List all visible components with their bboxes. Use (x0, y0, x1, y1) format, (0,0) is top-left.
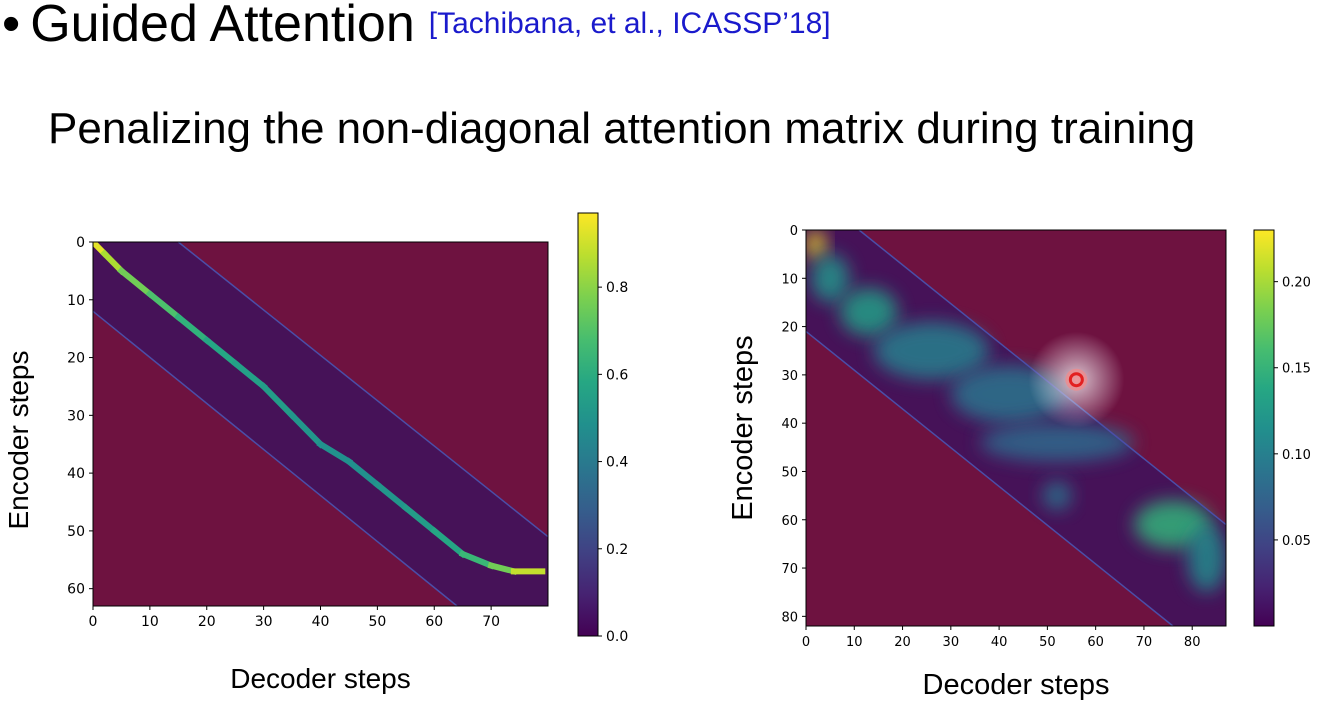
x-tick-label: 30 (255, 614, 273, 630)
y-tick-label: 60 (781, 514, 798, 529)
x-tick-label: 50 (1039, 635, 1056, 650)
colorbar-tick-label: 0.05 (1282, 534, 1311, 549)
x-axis-title: Decoder steps (923, 669, 1110, 701)
y-tick-label: 30 (67, 408, 85, 424)
x-tick-label: 10 (846, 635, 863, 650)
alignment-segment (230, 359, 268, 391)
y-tick-label: 30 (781, 369, 798, 384)
attention-blob (1187, 524, 1226, 593)
attention-blob (810, 254, 850, 303)
band-edge-lower (93, 310, 458, 606)
attention-blob (839, 287, 898, 337)
y-tick-label: 50 (67, 524, 85, 540)
y-tick-label: 40 (781, 417, 798, 432)
attention-blob (806, 230, 826, 259)
alignment-segment (202, 336, 240, 368)
plot-frame (805, 229, 1227, 627)
x-tick-label: 50 (368, 614, 386, 630)
y-tick-label: 0 (790, 224, 798, 239)
alignment-segment (373, 480, 411, 512)
heatmap-1: 0 10 20 30 40 50 60 70 0 10 20 30 40 50 60 Decoder step… (3, 212, 628, 694)
alignment-segment (145, 289, 183, 322)
x-tick-label: 60 (1087, 635, 1104, 650)
alignment-segment (401, 503, 439, 536)
y-tick-label: 10 (67, 293, 85, 309)
alignment-segment (259, 382, 297, 420)
x-tick-label: 20 (198, 614, 216, 630)
y-tick-label: 20 (781, 321, 798, 336)
y-tick-label: 20 (67, 351, 85, 367)
x-tick-label: 70 (482, 614, 500, 630)
colorbar-tick-label: 0.10 (1282, 448, 1311, 463)
alignment-segment (487, 561, 518, 575)
x-tick-label: 0 (802, 635, 810, 650)
attention-blob (1042, 481, 1072, 511)
x-tick-label: 10 (141, 614, 159, 630)
alignment-segment (100, 249, 126, 276)
x-tick-label: 0 (89, 614, 98, 630)
alignment-segment (117, 266, 155, 299)
colorbar: 0.05 0.10 0.15 0.20 (1253, 229, 1311, 627)
colorbar-gradient (1253, 229, 1275, 627)
y-tick-label: 40 (67, 466, 85, 482)
x-tick-label: 40 (312, 614, 330, 630)
alignment-segment (458, 550, 496, 570)
y-tick-label: 60 (67, 582, 85, 598)
cursor-halo (1065, 368, 1088, 391)
y-tick-label: 10 (781, 272, 798, 287)
y-axis-title: Encoder steps (727, 335, 759, 520)
y-tick-label: 80 (781, 610, 798, 625)
attention-blob (873, 321, 990, 380)
colorbar-gradient (577, 212, 599, 637)
slide-title: • Guided Attention [Tachibana, et al., ICA… (2, 0, 831, 54)
title-text: Guided Attention (30, 0, 415, 53)
alignment-segment (287, 411, 325, 449)
colorbar-tick-label: 0.6 (606, 367, 628, 383)
colorbar-tick-label: 0.20 (1282, 276, 1311, 291)
colorbar-tick-label: 0.0 (606, 629, 628, 645)
y-tick-label: 50 (781, 465, 798, 480)
citation: [Tachibana, et al., ICASSP’18] (428, 7, 831, 40)
guided-band (93, 242, 548, 606)
colorbar-tick-label: 0.8 (606, 280, 628, 296)
colorbar: 0.0 0.2 0.4 0.6 0.8 (577, 212, 628, 645)
x-axis-title: Decoder steps (230, 663, 411, 694)
y-tick-label: 70 (781, 562, 798, 577)
y-axis-title: Encoder steps (3, 351, 34, 530)
alignment-segment (316, 440, 354, 466)
x-tick-label: 80 (1184, 635, 1201, 650)
band-edge-upper (177, 242, 548, 538)
band-edge-lower (806, 330, 1174, 626)
alignment-segment (344, 457, 382, 489)
x-tick-label: 20 (894, 635, 911, 650)
attention-blob (979, 423, 1135, 462)
x-tick-label: 30 (943, 635, 960, 650)
alignment-segment (174, 312, 211, 345)
y-tick-label: 0 (76, 235, 85, 251)
cursor-marker (1068, 372, 1084, 388)
x-tick-label: 70 (1136, 635, 1153, 650)
x-tick-label: 40 (991, 635, 1008, 650)
x-tick-label: 60 (425, 614, 443, 630)
attention-content (93, 242, 548, 606)
bullet-marker: • (2, 0, 21, 53)
slide-subtitle: Penalizing the non-diagonal attention ma… (48, 104, 1196, 153)
heatmap-2: 0 10 20 30 40 50 60 70 80 0 10 20 30 40 50 60 70 80 Decode… (727, 224, 1311, 701)
alignment-segment (430, 526, 467, 559)
colorbar-tick-label: 0.4 (606, 455, 628, 471)
colorbar-tick-label: 0.15 (1282, 362, 1311, 377)
colorbar-tick-label: 0.2 (606, 542, 628, 558)
